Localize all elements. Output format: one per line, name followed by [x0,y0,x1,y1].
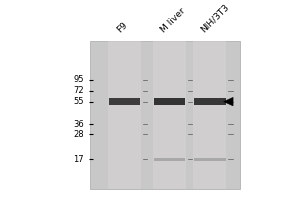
Text: M liver: M liver [159,6,187,34]
Bar [154,158,185,161]
Text: 36: 36 [73,120,84,129]
Bar [194,98,226,105]
Text: 17: 17 [74,155,84,164]
Bar [109,98,140,105]
Bar [90,41,240,189]
Bar [194,41,226,189]
Text: 28: 28 [74,130,84,139]
Text: 72: 72 [74,86,84,95]
Text: NIH/3T3: NIH/3T3 [199,2,231,34]
Bar [153,41,186,189]
Bar [154,98,185,105]
Text: F9: F9 [115,20,129,34]
Bar [194,158,226,161]
Text: 95: 95 [74,75,84,84]
Text: 55: 55 [74,97,84,106]
Bar [108,41,141,189]
Polygon shape [224,97,233,106]
